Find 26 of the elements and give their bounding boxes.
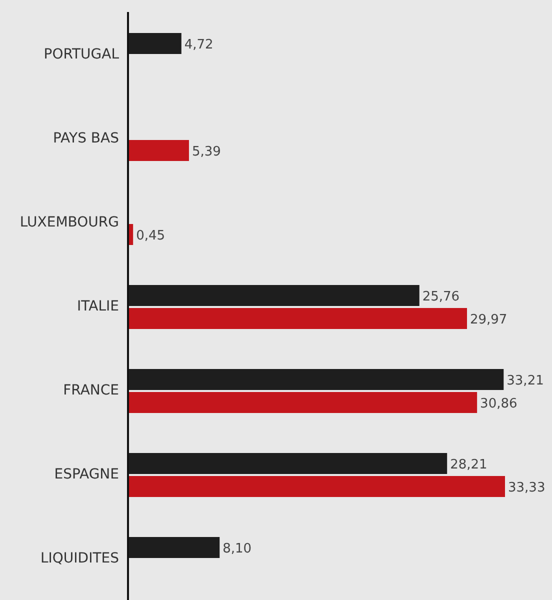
y-tick-label: LIQUIDITES — [40, 550, 120, 566]
bar — [128, 140, 189, 161]
y-tick-label: ITALIE — [77, 298, 119, 314]
data-label: 29,97 — [470, 312, 508, 328]
data-label: 30,86 — [480, 396, 518, 412]
data-label: 0,45 — [136, 228, 166, 244]
data-label: 33,33 — [508, 480, 546, 496]
y-tick-label: PAYS BAS — [53, 130, 120, 146]
y-tick-label: LUXEMBOURG — [20, 214, 119, 230]
bar — [128, 285, 420, 306]
bar — [128, 33, 182, 54]
bar — [128, 537, 220, 558]
data-label: 4,72 — [184, 38, 214, 52]
bar — [128, 308, 467, 329]
bar — [128, 369, 504, 390]
data-label: 8,10 — [222, 542, 252, 556]
data-label: 33,21 — [506, 374, 544, 388]
data-label: 25,76 — [422, 290, 460, 304]
data-label: 5,39 — [192, 144, 221, 160]
bar — [128, 453, 448, 474]
y-tick-label: ESPAGNE — [54, 466, 119, 482]
data-label: 28,21 — [450, 458, 488, 472]
bar — [128, 392, 478, 413]
bar — [128, 476, 505, 497]
y-tick-label: PORTUGAL — [44, 46, 120, 62]
y-tick-label: FRANCE — [63, 382, 119, 398]
